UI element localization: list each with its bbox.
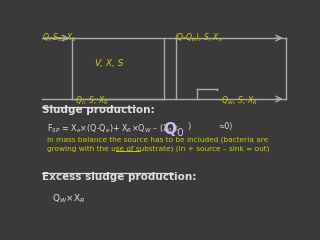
Text: Sludge production:: Sludge production:: [43, 106, 155, 115]
Text: Q$_W$×X$_R$: Q$_W$×X$_R$: [52, 192, 86, 205]
Text: Q$_{er}$, S, X$_R$: Q$_{er}$, S, X$_R$: [221, 94, 258, 107]
Text: Excess sludge production:: Excess sludge production:: [43, 172, 197, 182]
Text: (Q-Q$_e$), S, X$_e$: (Q-Q$_e$), S, X$_e$: [174, 32, 223, 44]
Text: ): ): [188, 122, 191, 131]
Text: Q$_0$: Q$_0$: [163, 120, 184, 139]
Text: V, X, S: V, X, S: [95, 60, 123, 68]
Text: In mass balance the source has to be included (bacteria are
growing with the use: In mass balance the source has to be inc…: [47, 137, 270, 152]
Text: ≈0): ≈0): [219, 122, 233, 131]
Text: Q$_r$, S, X$_R$: Q$_r$, S, X$_R$: [75, 94, 108, 107]
Text: Q, S$_0$, X$_0$: Q, S$_0$, X$_0$: [43, 32, 77, 44]
Text: F$_{SP}$ = X$_e$×(Q-Q$_e$)+ X$_R$×Q$_W$ – (X$_0$×: F$_{SP}$ = X$_e$×(Q-Q$_e$)+ X$_R$×Q$_W$ …: [47, 122, 180, 135]
